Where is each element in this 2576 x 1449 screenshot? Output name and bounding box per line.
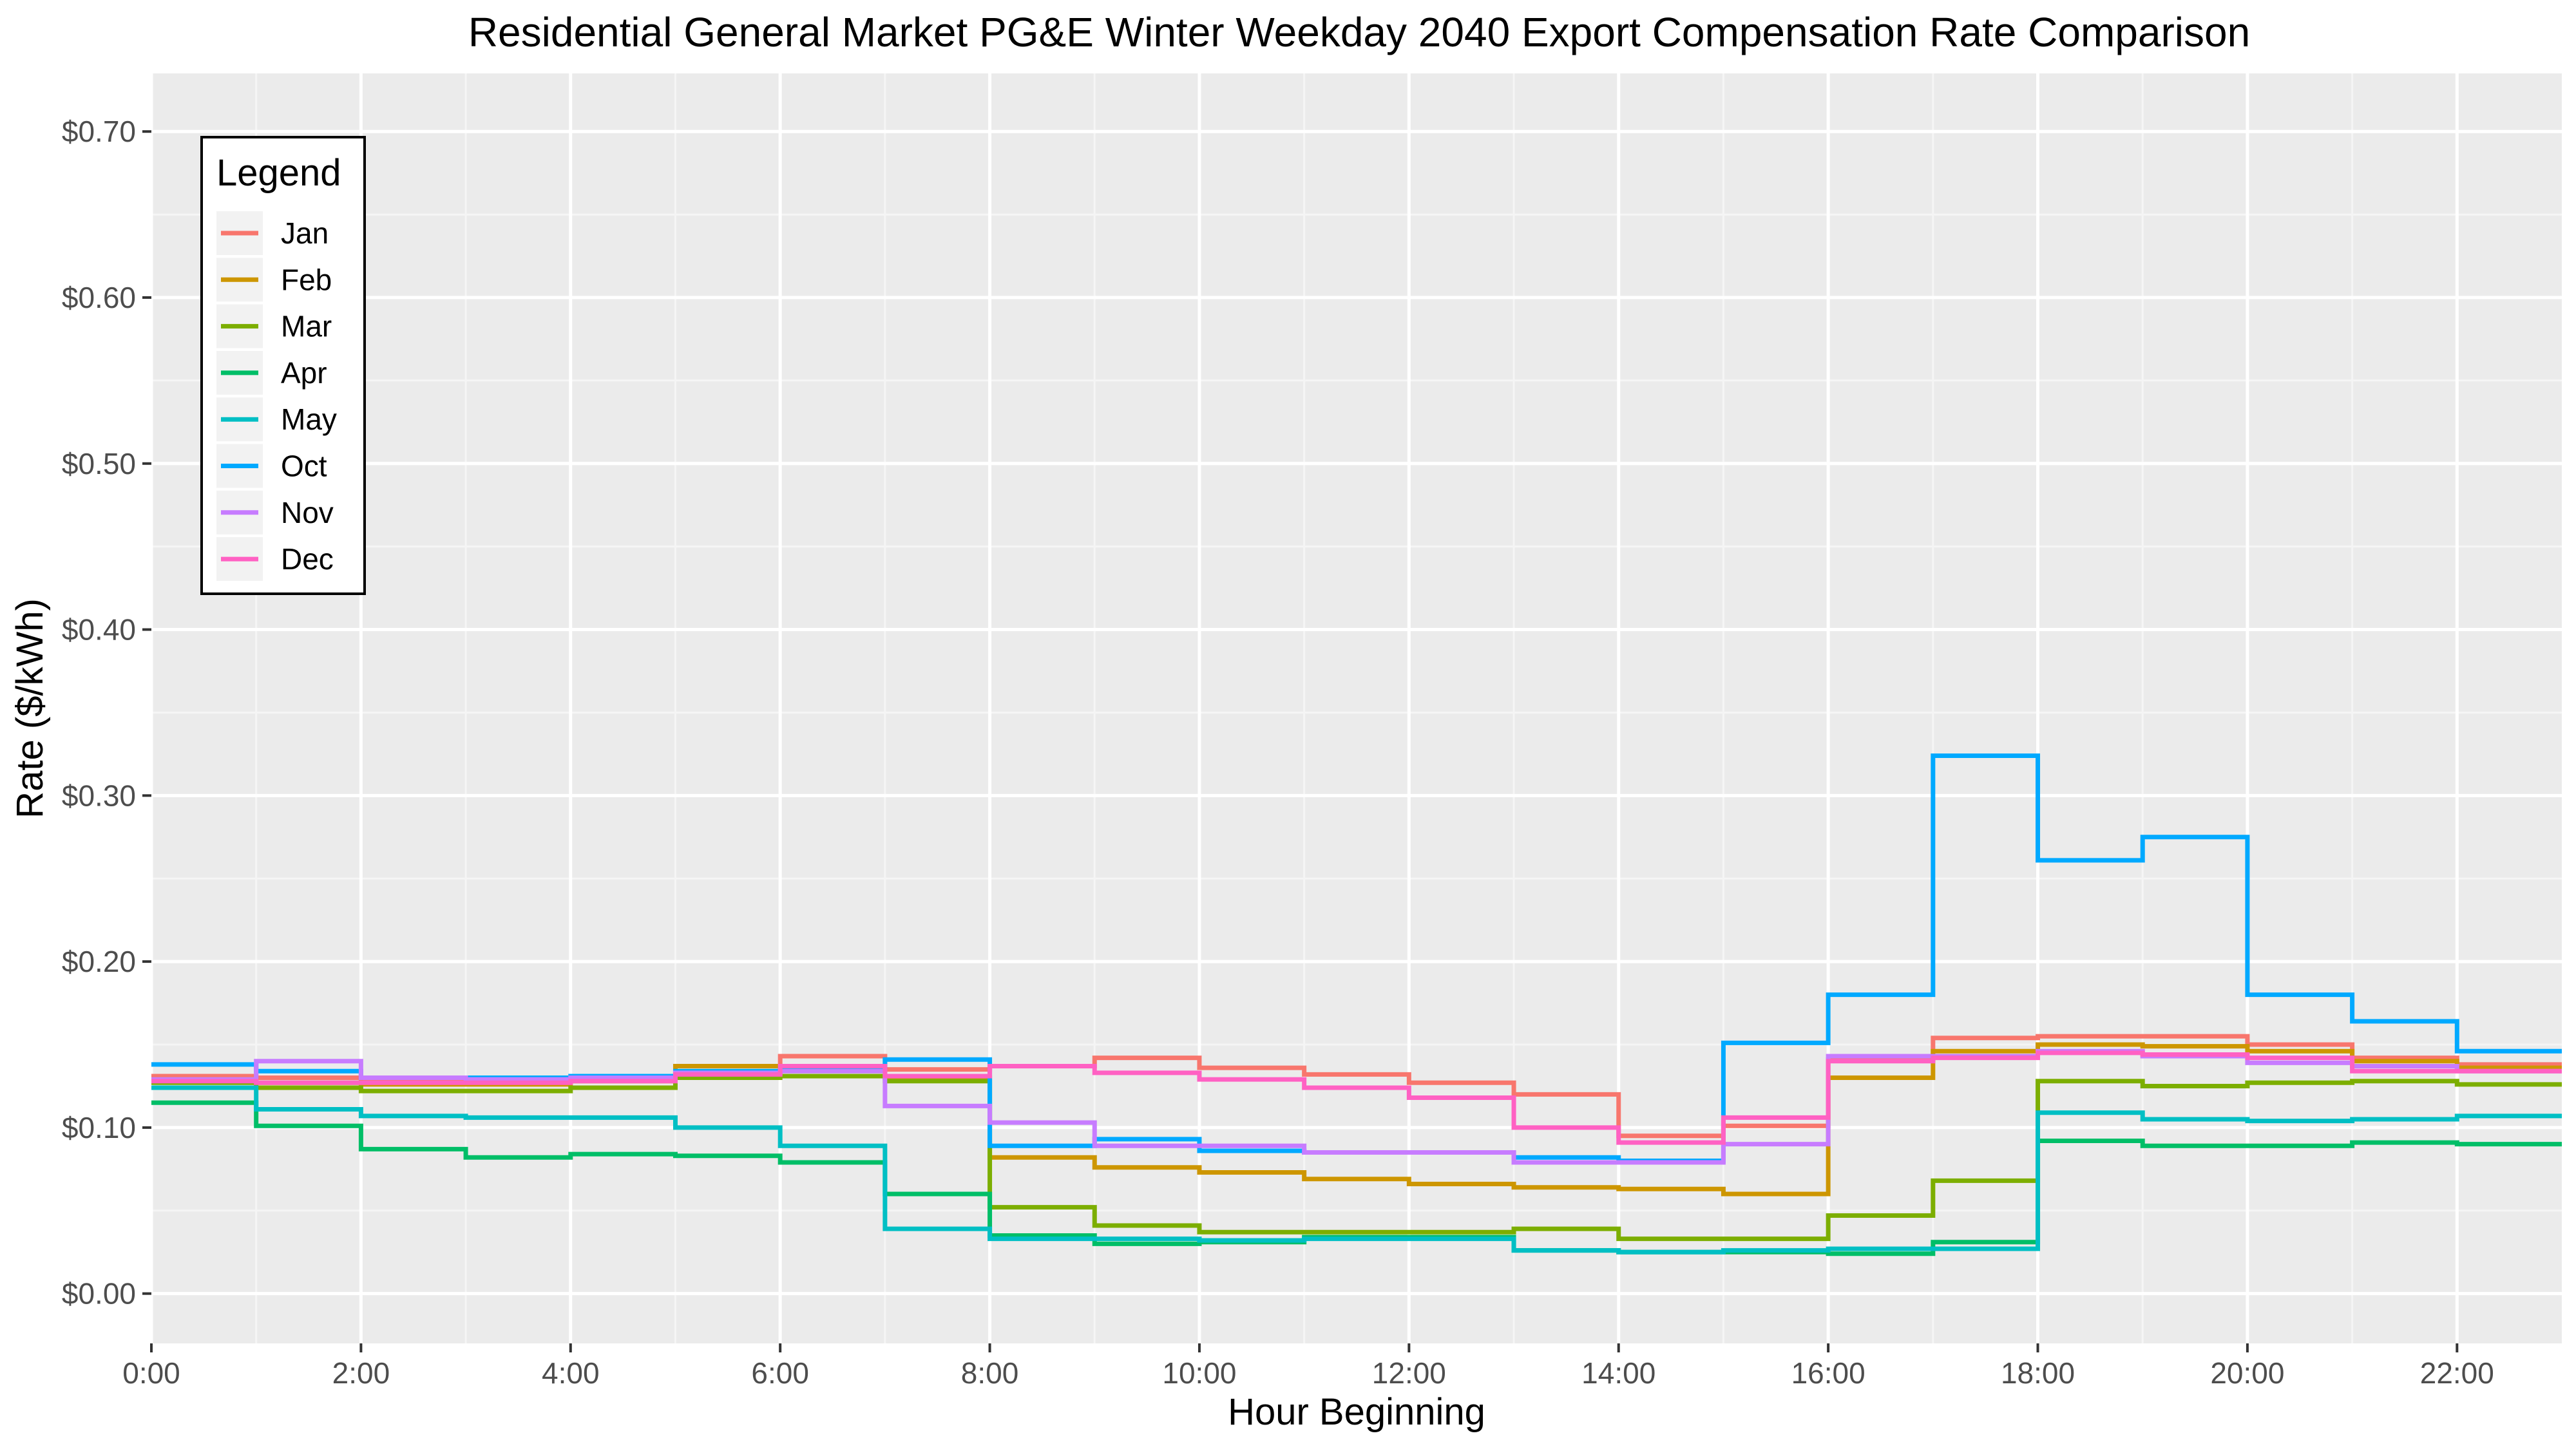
legend-title: Legend <box>216 152 341 194</box>
x-tick-label: 8:00 <box>961 1356 1019 1390</box>
x-tick-label: 22:00 <box>2420 1356 2494 1390</box>
x-tick-label: 18:00 <box>2001 1356 2075 1390</box>
x-tick-label: 10:00 <box>1162 1356 1236 1390</box>
x-tick-label: 16:00 <box>1791 1356 1865 1390</box>
legend-label: Jan <box>281 216 329 250</box>
x-axis-title: Hour Beginning <box>1228 1391 1485 1433</box>
legend-items: Jan Feb Mar Apr May Oct Nov Dec <box>216 211 337 582</box>
x-tick-label: 14:00 <box>1581 1356 1655 1390</box>
legend-label: May <box>281 402 337 436</box>
legend-label: Feb <box>281 263 332 296</box>
legend-label: Oct <box>281 450 327 483</box>
y-axis-title: Rate ($/kWh) <box>9 598 51 819</box>
y-tick-label: $0.00 <box>62 1277 136 1311</box>
minor-gridlines <box>151 73 2562 1343</box>
legend-label: Nov <box>281 496 334 529</box>
series-line-may <box>151 1085 2562 1255</box>
x-axis: 0:00 2:00 4:00 6:00 8:00 10:00 12:00 14:00 16:00… <box>122 1343 2494 1390</box>
x-tick-label: 0:00 <box>122 1356 180 1390</box>
x-tick-label: 4:00 <box>542 1356 600 1390</box>
series-line-dec <box>151 1050 2562 1145</box>
y-axis: $0.00 $0.10 $0.20 $0.30 $0.40 $0.50 $0.60 $0.70 <box>62 115 151 1311</box>
legend-label: Mar <box>281 310 332 343</box>
y-tick-label: $0.10 <box>62 1111 136 1144</box>
series-line-mar <box>151 1074 2562 1242</box>
y-tick-label: $0.70 <box>62 115 136 148</box>
y-tick-label: $0.20 <box>62 945 136 978</box>
y-tick-label: $0.30 <box>62 779 136 812</box>
series-lines <box>151 753 2562 1256</box>
y-tick-label: $0.50 <box>62 447 136 480</box>
x-tick-label: 2:00 <box>332 1356 390 1390</box>
x-tick-label: 20:00 <box>2210 1356 2284 1390</box>
x-tick-label: 6:00 <box>751 1356 809 1390</box>
plot-panel <box>151 73 2562 1343</box>
y-tick-label: $0.60 <box>62 281 136 314</box>
legend: Legend Jan Feb Mar Apr May Oct Nov Dec <box>200 136 366 595</box>
legend-label: Apr <box>281 356 327 390</box>
y-tick-label: $0.40 <box>62 613 136 647</box>
x-tick-label: 12:00 <box>1372 1356 1446 1390</box>
legend-label: Dec <box>281 542 334 576</box>
chart-title: Residential General Market PG&E Winter W… <box>468 9 2250 55</box>
